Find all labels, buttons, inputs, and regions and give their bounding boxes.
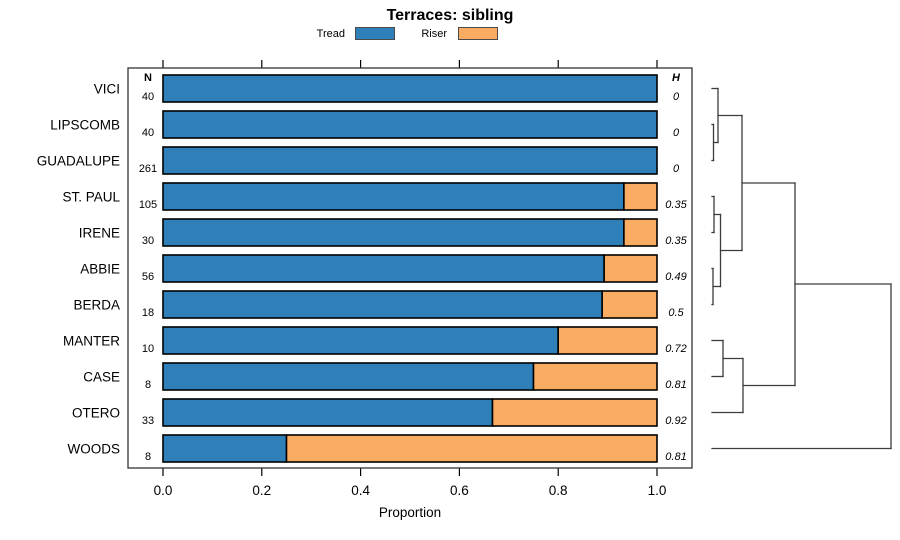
legend-label-riser: Riser (421, 28, 447, 40)
bar-segment-riser (623, 182, 658, 211)
bar-segment-tread (162, 362, 535, 391)
h-column-header: H (672, 72, 681, 84)
legend-label-tread: Tread (316, 28, 345, 40)
bar-segment-tread (162, 254, 605, 283)
row-label: IRENE (79, 226, 120, 241)
x-axis-tick-label: 0.4 (351, 483, 370, 498)
bar-segment-tread (162, 146, 658, 175)
plot-frame (127, 67, 693, 469)
row-h-value: 0 (673, 91, 680, 103)
row-n-value: 261 (139, 163, 157, 175)
x-axis-tick-label: 0.2 (252, 483, 271, 498)
row-h-value: 0 (673, 163, 680, 175)
bar-segment-tread (162, 326, 560, 355)
bar-segment-tread (162, 398, 494, 427)
legend-swatch-riser-icon (458, 27, 498, 40)
row-label: BERDA (73, 298, 120, 313)
x-axis-tick-label: 0.6 (450, 483, 469, 498)
chart-title: Terraces: sibling (386, 7, 514, 24)
bar-segment-riser (557, 326, 658, 355)
row-label: MANTER (63, 334, 120, 349)
bar-segment-tread (162, 290, 603, 319)
bar-segment-riser (601, 290, 658, 319)
row-n-value: 33 (142, 415, 154, 427)
x-axis-label: Proportion (379, 505, 441, 520)
bar-segment-tread (162, 182, 625, 211)
row-h-value: 0.81 (665, 379, 686, 391)
row-h-value: 0.72 (665, 343, 686, 355)
x-axis-tick-label: 0.8 (549, 483, 568, 498)
row-h-value: 0.92 (665, 415, 686, 427)
row-label: CASE (83, 370, 120, 385)
row-label: ABBIE (80, 262, 120, 277)
bar-segment-tread (162, 74, 658, 103)
row-n-value: 30 (142, 235, 154, 247)
x-axis-tick-label: 1.0 (648, 483, 667, 498)
row-label: GUADALUPE (37, 154, 120, 169)
row-n-value: 18 (142, 307, 154, 319)
bar-segment-tread (162, 218, 625, 247)
row-h-value: 0.81 (665, 451, 686, 463)
row-n-value: 10 (142, 343, 154, 355)
bar-segment-tread (162, 110, 658, 139)
row-h-value: 0.35 (665, 235, 687, 247)
bar-segment-riser (491, 398, 658, 427)
legend-swatch-tread-icon (355, 27, 395, 40)
n-column-header: N (144, 72, 152, 84)
row-n-value: 40 (142, 127, 154, 139)
row-label: WOODS (68, 442, 121, 457)
row-h-value: 0.35 (665, 199, 687, 211)
bar-segment-tread (162, 434, 288, 463)
bar-segment-riser (285, 434, 658, 463)
row-label: VICI (94, 82, 120, 97)
row-label: ST. PAUL (62, 190, 120, 205)
row-n-value: 105 (139, 199, 157, 211)
row-h-value: 0 (673, 127, 680, 139)
row-h-value: 0.5 (668, 307, 684, 319)
bar-segment-riser (623, 218, 658, 247)
row-label: OTERO (72, 406, 120, 421)
bar-segment-riser (532, 362, 658, 391)
row-n-value: 40 (142, 91, 154, 103)
row-h-value: 0.49 (665, 271, 686, 283)
row-n-value: 8 (145, 379, 151, 391)
bar-segment-riser (603, 254, 658, 283)
row-n-value: 8 (145, 451, 151, 463)
row-n-value: 56 (142, 271, 154, 283)
row-label: LIPSCOMB (50, 118, 120, 133)
x-axis-tick-label: 0.0 (154, 483, 173, 498)
